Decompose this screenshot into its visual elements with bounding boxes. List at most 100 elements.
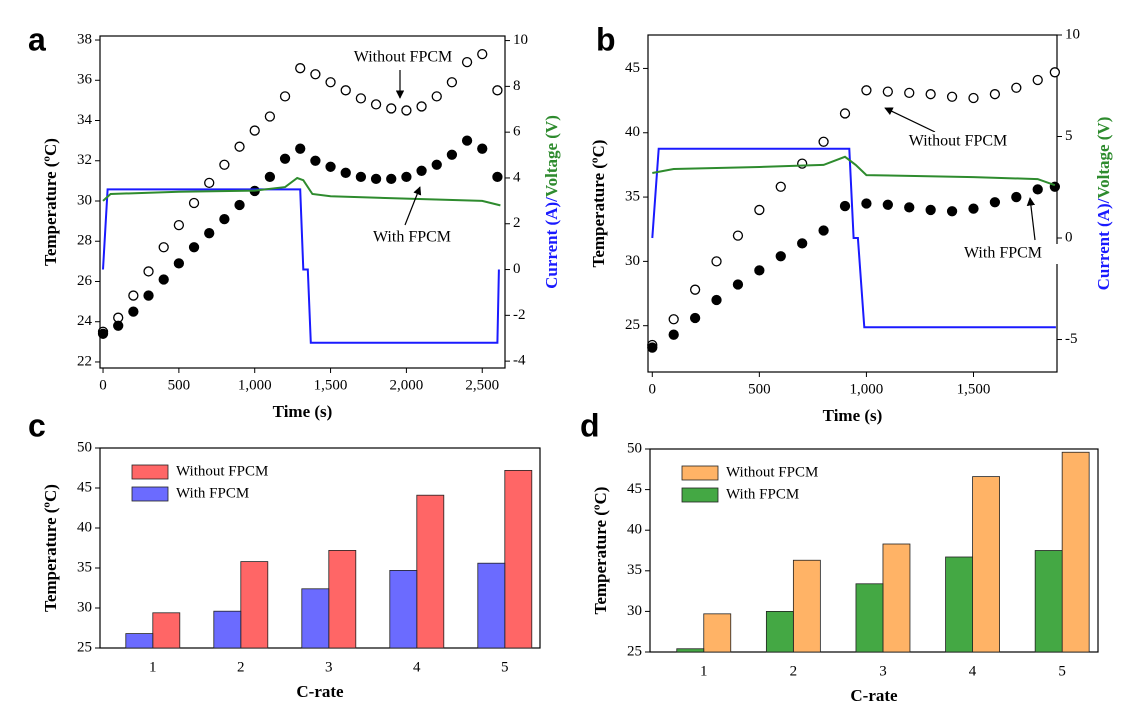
y2-axis-title: Current (A)/Voltage (V) [1094, 117, 1113, 291]
x-tick-label: 1 [149, 659, 157, 675]
y-tick-label: 35 [77, 559, 92, 575]
data-point [173, 219, 185, 231]
data-point [882, 86, 893, 97]
annotation-arrow [404, 186, 422, 226]
x-axis-title: Time (s) [273, 402, 333, 421]
data-point [219, 159, 230, 170]
x-tick-label: 5 [501, 659, 509, 675]
x-tick-label: 0 [649, 381, 657, 397]
data-point [797, 238, 808, 249]
data-point [946, 91, 958, 102]
data-point [340, 167, 351, 178]
bar [1034, 550, 1063, 653]
y-axis-title: Temperature (ºC) [41, 484, 60, 612]
bar [504, 469, 533, 649]
y2-axis-title: Current (A)/Voltage (V) [542, 115, 561, 289]
data-point [325, 161, 336, 172]
data-point [264, 171, 276, 182]
data-point [431, 159, 442, 170]
data-point [279, 91, 291, 102]
y2-title-part: Voltage (V) [542, 115, 561, 197]
y-tick-label: 24 [77, 313, 93, 329]
annotation: Without FPCM [354, 49, 453, 66]
data-point [689, 312, 701, 324]
data-point [1049, 67, 1061, 78]
y2-tick-label: -5 [1065, 331, 1078, 347]
data-point [882, 199, 893, 210]
data-point [775, 181, 786, 192]
y-tick-label: 36 [77, 72, 93, 88]
y-tick-label: 40 [625, 124, 640, 140]
y-tick-label: 25 [625, 317, 640, 333]
data-point [925, 89, 936, 100]
bar [972, 476, 1000, 653]
data-point [461, 135, 473, 146]
y-tick-label: 25 [627, 643, 642, 659]
y2-title-part: Current (A)/ [542, 197, 561, 289]
data-point [128, 306, 139, 317]
data-point [668, 329, 679, 340]
y2-tick-label: 0 [1065, 229, 1073, 245]
x-tick-label: 500 [748, 381, 771, 397]
data-point [732, 230, 744, 241]
data-point [968, 92, 979, 104]
x-tick-label: 3 [879, 663, 887, 679]
data-point [968, 203, 979, 214]
data-point [355, 93, 367, 104]
data-point [477, 48, 488, 60]
panel-label: d [580, 407, 600, 443]
data-point [797, 158, 808, 169]
annotation: With FPCM [373, 229, 451, 246]
data-point [295, 143, 306, 154]
x-tick-label: 4 [413, 659, 421, 675]
data-point [668, 314, 679, 325]
x-tick-label: 500 [168, 377, 191, 393]
bar [765, 611, 794, 653]
data-point [461, 57, 473, 68]
panel-label: c [28, 407, 46, 443]
x-tick-label: 1,500 [314, 377, 348, 393]
y-tick-label: 30 [625, 253, 640, 269]
legend-swatch [131, 486, 169, 502]
bar [855, 583, 884, 653]
annotation-bg [945, 244, 1061, 264]
data-point [446, 77, 458, 88]
data-point [818, 225, 829, 236]
data-point [754, 204, 765, 216]
data-point [839, 108, 851, 119]
x-axis-title: C-rate [296, 682, 344, 701]
y-tick-label: 45 [625, 60, 640, 76]
x-tick-label: 2 [237, 659, 245, 675]
data-point [204, 177, 215, 189]
data-point [249, 125, 260, 136]
x-tick-label: 2,000 [390, 377, 424, 393]
series-line [652, 155, 1056, 187]
data-point [310, 155, 321, 166]
data-point [839, 200, 851, 212]
annotation-bg [354, 228, 470, 248]
data-point [1032, 184, 1043, 195]
data-point [754, 265, 765, 276]
bar [416, 494, 445, 649]
y-tick-label: 22 [77, 353, 92, 369]
data-point [113, 320, 124, 331]
data-point [1011, 191, 1022, 203]
annotation: With FPCM [964, 245, 1042, 262]
legend-swatch [681, 487, 719, 503]
data-point [477, 143, 488, 154]
data-point [158, 274, 169, 285]
bar [792, 559, 821, 653]
data-point [188, 242, 200, 253]
data-point [775, 251, 786, 262]
bar [676, 648, 705, 653]
data-point [340, 85, 351, 96]
data-point [234, 199, 245, 211]
plot-frame [647, 34, 1058, 373]
x-tick-label: 1,000 [238, 377, 272, 393]
legend-label: With FPCM [176, 485, 249, 501]
data-point [904, 87, 915, 99]
data-point [1032, 74, 1043, 86]
y-tick-label: 34 [77, 112, 93, 128]
x-tick-label: 4 [969, 663, 977, 679]
data-point [143, 290, 154, 301]
